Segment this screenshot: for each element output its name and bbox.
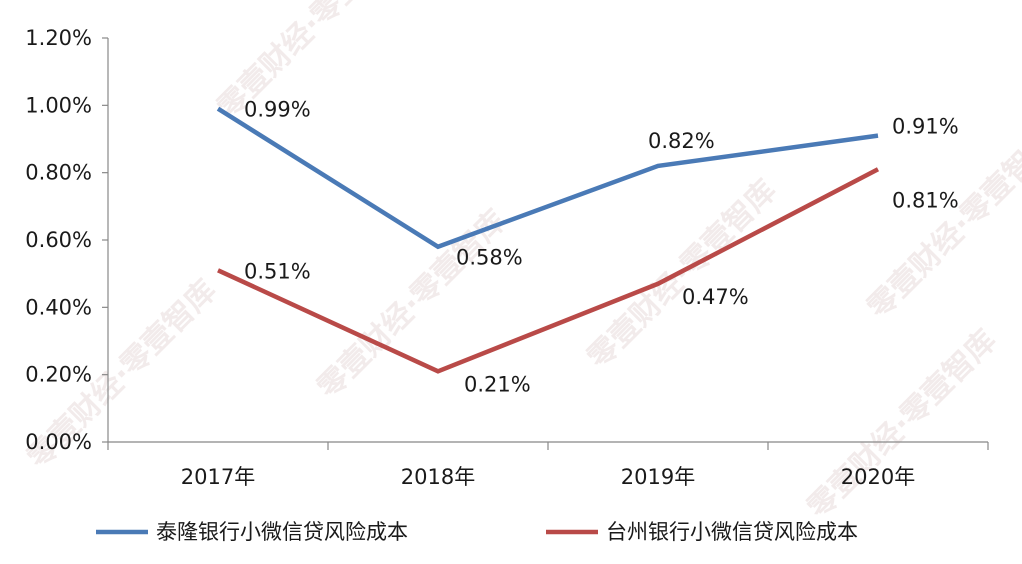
data-label: 0.47% [682,285,749,309]
x-tick-label: 2017年 [181,465,255,489]
y-tick-label: 0.40% [25,295,92,319]
y-tick-label: 0.80% [25,161,92,185]
series-layer [216,106,880,374]
data-label: 0.51% [244,259,311,283]
watermark-text: 零壹财经·零壹智库 [801,323,1004,526]
y-tick-label: 0.60% [25,228,92,252]
watermark-text: 零壹财经·零壹智库 [211,0,414,126]
y-axis-ticks: 0.00% 0.20% 0.40% 0.60% 0.80% 1.00% 1.20% [25,26,108,454]
legend-label: 泰隆银行小微信贷风险成本 [156,520,408,544]
y-tick-label: 0.00% [25,430,92,454]
data-label: 0.82% [648,129,715,153]
series-line-0 [216,106,879,250]
data-label: 0.99% [244,98,311,122]
watermark-text: 零壹财经·零壹智库 [581,173,784,376]
watermark-text: 零壹财经·零壹智库 [861,123,1022,326]
data-labels: 0.99% 0.58% 0.82% 0.91% 0.51% 0.21% 0.47% 0.81% [244,98,959,397]
x-axis-ticks: 2017年 2018年 2019年 2020年 [107,442,989,489]
x-tick-label: 2020年 [841,465,915,489]
x-tick-label: 2018年 [401,465,475,489]
y-tick-label: 1.00% [25,93,92,117]
legend-label: 台州银行小微信贷风险成本 [606,520,858,544]
legend: 泰隆银行小微信贷风险成本 台州银行小微信贷风险成本 [96,520,858,544]
data-label: 0.81% [892,188,959,212]
y-tick-label: 0.20% [25,363,92,387]
data-label: 0.91% [892,115,959,139]
y-tick-label: 1.20% [25,26,92,50]
data-label: 0.58% [456,246,523,270]
series-line-1 [217,167,880,374]
x-tick-label: 2019年 [621,465,695,489]
data-label: 0.21% [464,372,531,396]
